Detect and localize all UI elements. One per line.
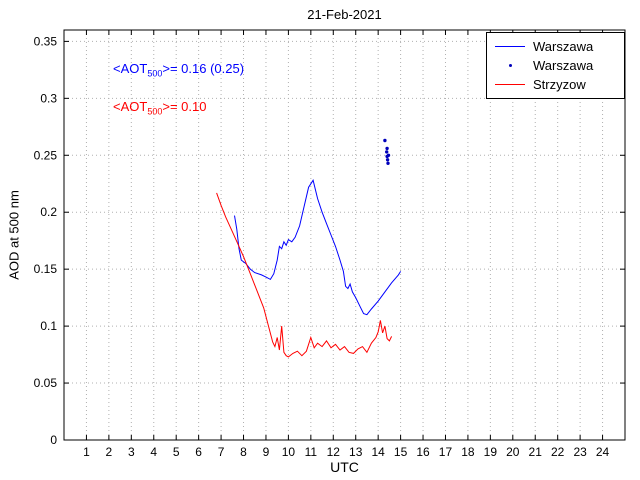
x-tick-label: 11	[305, 445, 318, 459]
x-tick-label: 13	[349, 445, 363, 459]
x-tick-label: 6	[195, 445, 202, 459]
x-tick-label: 8	[240, 445, 247, 459]
y-tick-label: 0.35	[34, 34, 58, 48]
x-tick-label: 23	[573, 445, 587, 459]
x-tick-label: 7	[218, 445, 225, 459]
aot-value: >= 0.10	[162, 99, 207, 114]
legend-entry-2: Strzyzow	[487, 75, 624, 94]
series-warszawa-dot	[385, 146, 389, 151]
x-tick-label: 18	[461, 445, 475, 459]
legend: Warszawa Warszawa Strzyzow	[486, 32, 625, 99]
series-warszawa-dot	[385, 150, 389, 154]
x-tick-label: 19	[484, 445, 498, 459]
x-axis-label: UTC	[330, 459, 359, 475]
legend-entry-label: Strzyzow	[533, 77, 586, 92]
series-strzyzow-line	[216, 192, 393, 358]
x-tick-label: 21	[529, 445, 543, 459]
series-warszawa-dot	[385, 158, 390, 162]
axes-box	[63, 29, 626, 441]
series-warszawa-dot	[386, 153, 391, 157]
y-tick-label: 0.3	[40, 91, 57, 105]
legend-line-sample	[495, 84, 525, 85]
series-warszawa-dot	[386, 161, 390, 165]
x-tick-label: 4	[150, 445, 157, 459]
x-tick-label: 12	[327, 445, 341, 459]
x-tick-label: 2	[106, 445, 113, 459]
x-tick-label: 24	[596, 445, 610, 459]
y-tick-label: 0.2	[40, 205, 57, 219]
aot-prefix: <AOT	[113, 99, 148, 114]
legend-entry-label: Warszawa	[533, 39, 594, 54]
legend-entry-label: Warszawa	[533, 58, 594, 73]
aot-value: >= 0.16 (0.25)	[162, 61, 245, 76]
y-tick-label: 0.25	[34, 148, 58, 162]
dot-swatch-icon	[508, 64, 512, 67]
x-tick-label: 10	[282, 445, 296, 459]
line-swatch-icon	[495, 84, 525, 85]
x-tick-label: 14	[371, 445, 385, 459]
x-tick-label: 3	[128, 445, 135, 459]
legend-entry-0: Warszawa	[487, 37, 624, 56]
y-tick-label: 0.05	[34, 376, 58, 390]
series-warszawa-dot	[383, 138, 387, 143]
y-tick-label: 0	[50, 433, 57, 447]
y-tick-label: 0.1	[40, 319, 57, 333]
line-swatch-icon	[495, 46, 525, 47]
x-tick-label: 1	[83, 445, 90, 459]
x-tick-label: 15	[394, 445, 408, 459]
legend-entry-1: Warszawa	[487, 56, 624, 75]
aot-annotation-strzyzow: <AOT500>= 0.10	[113, 99, 206, 117]
aot-prefix: <AOT	[113, 61, 148, 76]
chart-title: 21-Feb-2021	[307, 7, 382, 22]
x-tick-label: 22	[551, 445, 565, 459]
legend-dot-sample	[495, 64, 525, 67]
x-tick-label: 16	[416, 445, 430, 459]
aot-subscript: 500	[147, 106, 163, 117]
x-tick-label: 17	[439, 445, 453, 459]
legend-line-sample	[495, 46, 525, 47]
x-tick-label: 20	[506, 445, 520, 459]
x-tick-label: 5	[173, 445, 180, 459]
series-warszawa-line	[234, 179, 402, 316]
x-tick-label: 9	[263, 445, 270, 459]
aot-subscript: 500	[147, 68, 163, 79]
y-tick-label: 0.15	[34, 262, 58, 276]
aot-annotation-warszawa: <AOT500>= 0.16 (0.25)	[113, 61, 244, 79]
